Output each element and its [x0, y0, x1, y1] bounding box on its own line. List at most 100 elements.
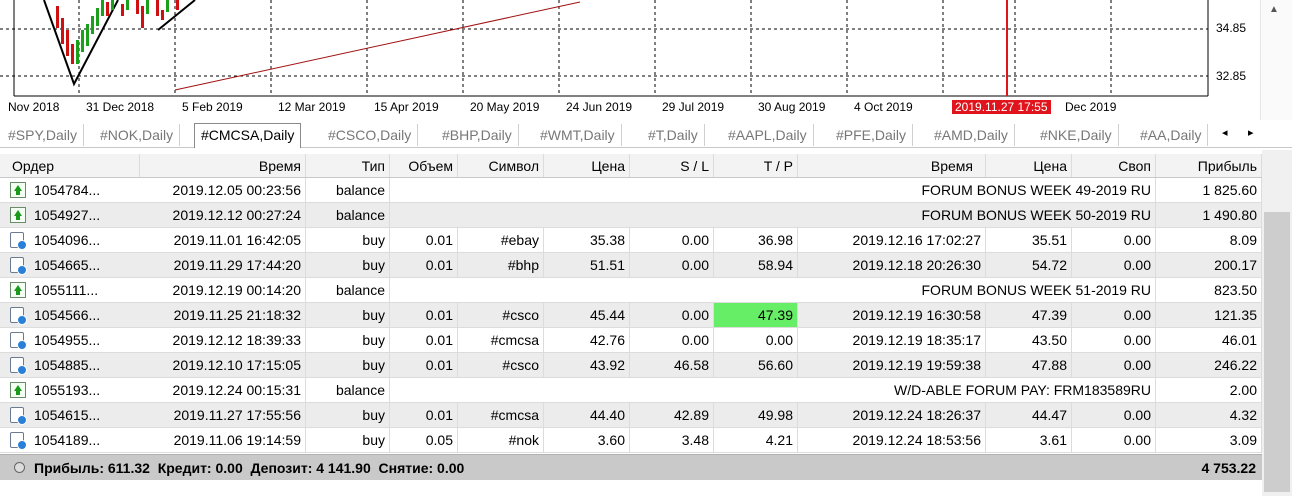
open-price: 45.44: [544, 303, 630, 327]
close-time: 2019.12.19 18:35:17: [798, 328, 986, 352]
profit: 4.32: [1156, 403, 1262, 427]
swap: 0.00: [1072, 253, 1156, 277]
col-type[interactable]: Тип: [306, 154, 390, 177]
tab-prev-icon[interactable]: ◂: [1222, 127, 1228, 139]
tab-t-daily[interactable]: #T,Daily: [642, 124, 705, 146]
tp-highlighted: 47.39: [714, 303, 798, 327]
tab-nok-daily[interactable]: #NOK,Daily: [94, 124, 181, 146]
price-label: 32.85: [1216, 69, 1247, 83]
open-price: 35.38: [544, 228, 630, 252]
scrollbar-thumb[interactable]: [1264, 212, 1290, 492]
order-icon: [10, 432, 27, 450]
tab-wmt-daily[interactable]: #WMT,Daily: [534, 124, 622, 146]
tab-cmcsa-daily[interactable]: #CMCSA,Daily: [194, 123, 302, 148]
tab-amd-daily[interactable]: #AMD,Daily: [928, 124, 1015, 146]
close-time: 2019.12.24 18:53:56: [798, 428, 986, 452]
tab-aa-daily[interactable]: #AA,Daily: [1134, 124, 1209, 146]
table-row[interactable]: 1054955... 2019.12.12 18:39:33 buy 0.01 …: [0, 328, 1262, 353]
sl: 0.00: [630, 328, 714, 352]
open-time: 2019.11.29 17:44:20: [140, 253, 306, 277]
tab-nke-daily[interactable]: #NKE,Daily: [1034, 124, 1119, 146]
table-header: Ордер Время Тип Объем Символ Цена S / L …: [0, 154, 1262, 178]
tab-bhp-daily[interactable]: #BHP,Daily: [436, 124, 519, 146]
open-time: 2019.12.10 17:15:05: [140, 353, 306, 377]
symbol: #csco: [458, 303, 544, 327]
chart-tabs: #SPY,Daily #NOK,Daily #CMCSA,Daily #CSCO…: [0, 122, 1292, 148]
symbol: #cmcsa: [458, 328, 544, 352]
close-price: 35.51: [986, 228, 1072, 252]
order-id: 1055111...: [34, 282, 99, 298]
table-row[interactable]: 1055111... 2019.12.19 00:14:20 balance F…: [0, 278, 1262, 303]
summary-icon: [14, 462, 25, 473]
tp: 49.98: [714, 403, 798, 427]
order-icon: [10, 332, 27, 350]
table-row[interactable]: 1054784... 2019.12.05 00:23:56 balance F…: [0, 178, 1262, 203]
volume: 0.05: [390, 428, 458, 452]
col-profit[interactable]: Прибыль: [1156, 154, 1262, 177]
tab-pfe-daily[interactable]: #PFE,Daily: [830, 124, 914, 146]
close-price: 47.39: [986, 303, 1072, 327]
tab-spy-daily[interactable]: #SPY,Daily: [2, 124, 85, 146]
close-price: 43.50: [986, 328, 1072, 352]
date-label: 4 Oct 2019: [854, 100, 913, 114]
date-label: 20 May 2019: [470, 100, 540, 114]
chart-scrollbar[interactable]: ▲: [1260, 0, 1292, 120]
table-row[interactable]: 1054566... 2019.11.25 21:18:32 buy 0.01 …: [0, 303, 1262, 328]
symbol: #ebay: [458, 228, 544, 252]
order-icon: [10, 357, 27, 375]
table-row[interactable]: 1055193... 2019.12.24 00:15:31 balance W…: [0, 378, 1262, 403]
table-row[interactable]: 1054665... 2019.11.29 17:44:20 buy 0.01 …: [0, 253, 1262, 278]
volume: 0.01: [390, 353, 458, 377]
tp: 4.21: [714, 428, 798, 452]
tab-aapl-daily[interactable]: #AAPL,Daily: [722, 124, 814, 146]
profit: 8.09: [1156, 228, 1262, 252]
type: buy: [306, 253, 390, 277]
table-row[interactable]: 1054927... 2019.12.12 00:27:24 balance F…: [0, 203, 1262, 228]
order-id: 1054885...: [34, 357, 101, 373]
table-row[interactable]: 1054615... 2019.11.27 17:55:56 buy 0.01 …: [0, 403, 1262, 428]
volume: 0.01: [390, 403, 458, 427]
open-price: 51.51: [544, 253, 630, 277]
symbol: #csco: [458, 353, 544, 377]
order-id: 1054784...: [34, 182, 101, 198]
profit: 2.00: [1156, 378, 1262, 402]
type: buy: [306, 303, 390, 327]
sl: 3.48: [630, 428, 714, 452]
col-sl[interactable]: S / L: [630, 154, 714, 177]
col-volume[interactable]: Объем: [390, 154, 458, 177]
order-icon: [10, 307, 27, 325]
table-row[interactable]: 1054885... 2019.12.10 17:15:05 buy 0.01 …: [0, 353, 1262, 378]
comment: FORUM BONUS WEEK 51-2019 RU: [390, 278, 1156, 302]
sl: 0.00: [630, 253, 714, 277]
table-row[interactable]: 1054096... 2019.11.01 16:42:05 buy 0.01 …: [0, 228, 1262, 253]
swap: 0.00: [1072, 428, 1156, 452]
tab-csco-daily[interactable]: #CSCO,Daily: [322, 124, 419, 146]
volume: 0.01: [390, 328, 458, 352]
col-symbol[interactable]: Символ: [458, 154, 544, 177]
table-scrollbar[interactable]: [1262, 150, 1292, 496]
type: buy: [306, 328, 390, 352]
col-order[interactable]: Ордер: [0, 154, 140, 177]
type: buy: [306, 428, 390, 452]
col-tp[interactable]: T / P: [714, 154, 798, 177]
type: buy: [306, 403, 390, 427]
col-swap[interactable]: Своп: [1072, 154, 1156, 177]
profit: 1 490.80: [1156, 203, 1262, 227]
col-close-price[interactable]: Цена: [986, 154, 1072, 177]
order-icon: [10, 232, 27, 250]
close-price: 3.61: [986, 428, 1072, 452]
col-open-time[interactable]: Время: [140, 154, 306, 177]
tab-next-icon[interactable]: ▸: [1248, 127, 1254, 139]
open-time: 2019.11.27 17:55:56: [140, 403, 306, 427]
summary-text: Прибыль: 611.32 Кредит: 0.00 Депозит: 4 …: [34, 460, 465, 476]
price-scale: 34.85 32.85: [1210, 0, 1260, 96]
scroll-up-icon[interactable]: ▲: [1269, 4, 1279, 15]
close-price: 44.47: [986, 403, 1072, 427]
open-time: 2019.12.12 18:39:33: [140, 328, 306, 352]
open-time: 2019.11.06 19:14:59: [140, 428, 306, 452]
col-close-time[interactable]: Время: [798, 154, 986, 177]
price-chart[interactable]: 34.85 32.85 Nov 2018 31 Dec 2018 5 Feb 2…: [0, 0, 1292, 120]
table-row[interactable]: 1054189... 2019.11.06 19:14:59 buy 0.05 …: [0, 428, 1262, 453]
col-open-price[interactable]: Цена: [544, 154, 630, 177]
summary-row: Прибыль: 611.32 Кредит: 0.00 Депозит: 4 …: [0, 454, 1262, 480]
